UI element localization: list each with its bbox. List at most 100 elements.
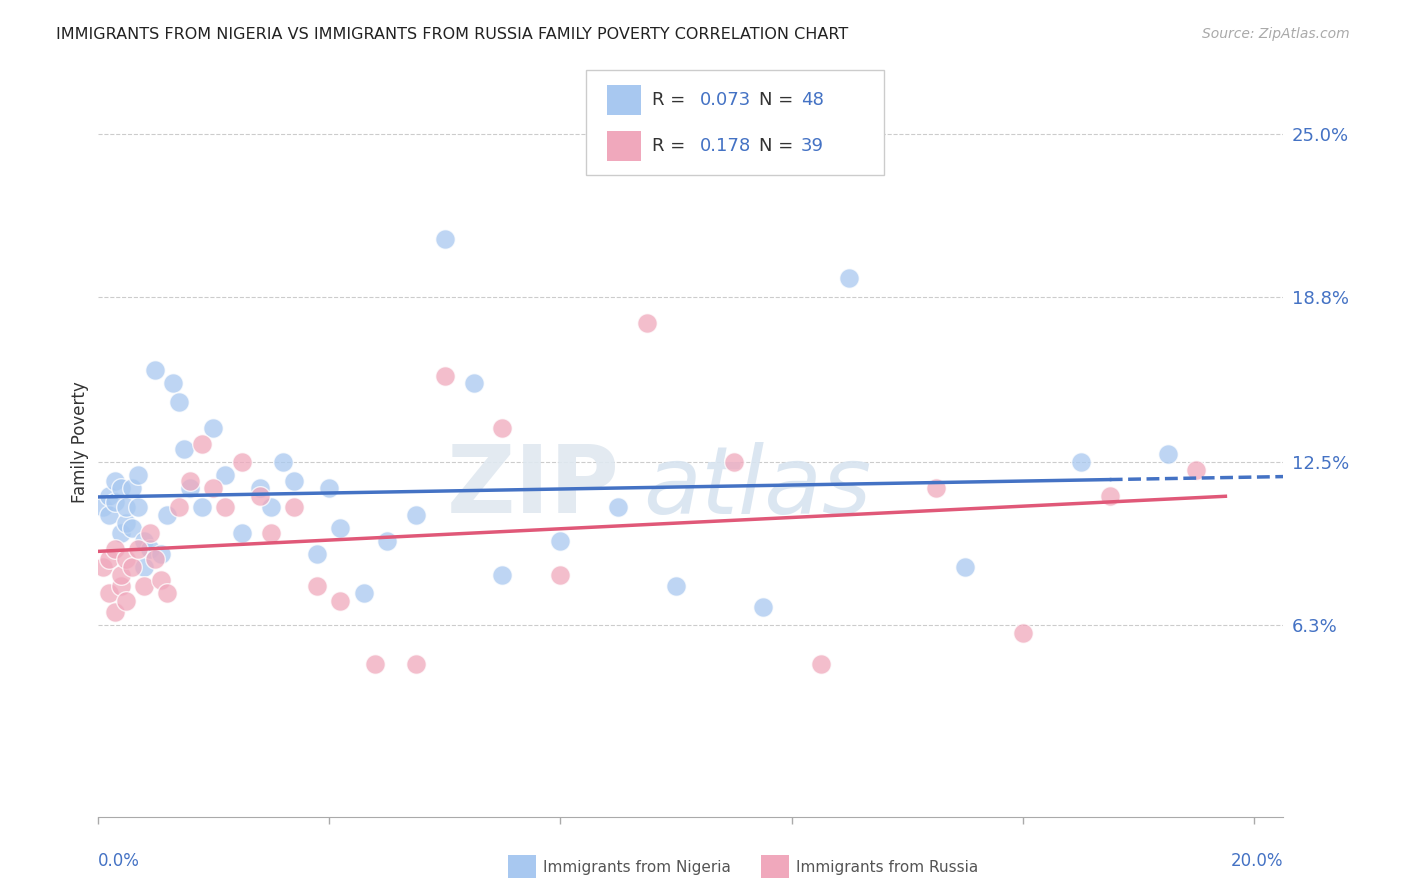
Point — [249, 489, 271, 503]
Point — [93, 500, 115, 514]
Point — [214, 468, 236, 483]
Point — [150, 574, 173, 588]
Point — [162, 376, 184, 391]
Point — [260, 500, 283, 514]
Point — [110, 578, 132, 592]
Point — [127, 500, 149, 514]
Point — [810, 657, 832, 672]
Point — [925, 482, 948, 496]
Point — [173, 442, 195, 456]
Point — [307, 547, 329, 561]
Point — [115, 500, 138, 514]
Point — [110, 526, 132, 541]
Point — [179, 482, 201, 496]
Point — [318, 482, 340, 496]
Point — [283, 500, 305, 514]
Text: Source: ZipAtlas.com: Source: ZipAtlas.com — [1202, 27, 1350, 41]
Point — [202, 421, 225, 435]
Point — [751, 599, 773, 614]
Text: 0.178: 0.178 — [700, 136, 751, 154]
Point — [353, 586, 375, 600]
Point — [121, 482, 143, 496]
Point — [723, 455, 745, 469]
Point — [179, 474, 201, 488]
FancyBboxPatch shape — [607, 130, 641, 161]
Point — [98, 552, 121, 566]
Point — [115, 516, 138, 530]
Text: R =: R = — [652, 91, 692, 109]
Point — [1012, 625, 1035, 640]
Point — [190, 437, 212, 451]
Point — [405, 508, 427, 522]
Text: IMMIGRANTS FROM NIGERIA VS IMMIGRANTS FROM RUSSIA FAMILY POVERTY CORRELATION CHA: IMMIGRANTS FROM NIGERIA VS IMMIGRANTS FR… — [56, 27, 848, 42]
Point — [156, 508, 179, 522]
Point — [156, 586, 179, 600]
Point — [491, 421, 513, 435]
FancyBboxPatch shape — [607, 85, 641, 115]
Point — [665, 578, 688, 592]
Point — [132, 533, 155, 548]
Point — [115, 594, 138, 608]
Point — [260, 526, 283, 541]
Point — [1070, 455, 1092, 469]
Point — [121, 560, 143, 574]
Point — [636, 316, 658, 330]
Point — [1156, 447, 1178, 461]
Point — [364, 657, 387, 672]
Point — [838, 271, 860, 285]
Point — [110, 568, 132, 582]
Point — [115, 552, 138, 566]
Text: Immigrants from Nigeria: Immigrants from Nigeria — [543, 860, 731, 874]
Text: 48: 48 — [800, 91, 824, 109]
Point — [271, 455, 294, 469]
Point — [329, 594, 352, 608]
Point — [231, 526, 253, 541]
Point — [104, 494, 127, 508]
Point — [138, 526, 160, 541]
Point — [93, 560, 115, 574]
Point — [104, 474, 127, 488]
Point — [132, 578, 155, 592]
Point — [127, 541, 149, 556]
Point — [104, 605, 127, 619]
Point — [433, 368, 456, 383]
Point — [98, 508, 121, 522]
Point — [127, 468, 149, 483]
Point — [1098, 489, 1121, 503]
Point — [167, 395, 190, 409]
Point — [548, 533, 571, 548]
Point — [1185, 463, 1208, 477]
Text: 39: 39 — [800, 136, 824, 154]
Point — [249, 482, 271, 496]
Point — [121, 521, 143, 535]
Point — [463, 376, 485, 391]
Point — [98, 586, 121, 600]
FancyBboxPatch shape — [586, 70, 883, 176]
Point — [375, 533, 398, 548]
Point — [953, 560, 976, 574]
Point — [214, 500, 236, 514]
Point — [150, 547, 173, 561]
Text: Immigrants from Russia: Immigrants from Russia — [796, 860, 979, 874]
Text: N =: N = — [759, 91, 799, 109]
Point — [491, 568, 513, 582]
Point — [132, 560, 155, 574]
Point — [138, 541, 160, 556]
Point — [104, 541, 127, 556]
Point — [548, 568, 571, 582]
Text: 0.0%: 0.0% — [97, 852, 139, 870]
Point — [283, 474, 305, 488]
Point — [145, 363, 167, 377]
Y-axis label: Family Poverty: Family Poverty — [72, 382, 89, 503]
Text: ZIP: ZIP — [446, 442, 619, 533]
Point — [145, 552, 167, 566]
Point — [607, 500, 630, 514]
Text: R =: R = — [652, 136, 692, 154]
Text: atlas: atlas — [643, 442, 872, 533]
Point — [110, 482, 132, 496]
Point — [231, 455, 253, 469]
Point — [167, 500, 190, 514]
Point — [202, 482, 225, 496]
Point — [405, 657, 427, 672]
Point — [98, 489, 121, 503]
